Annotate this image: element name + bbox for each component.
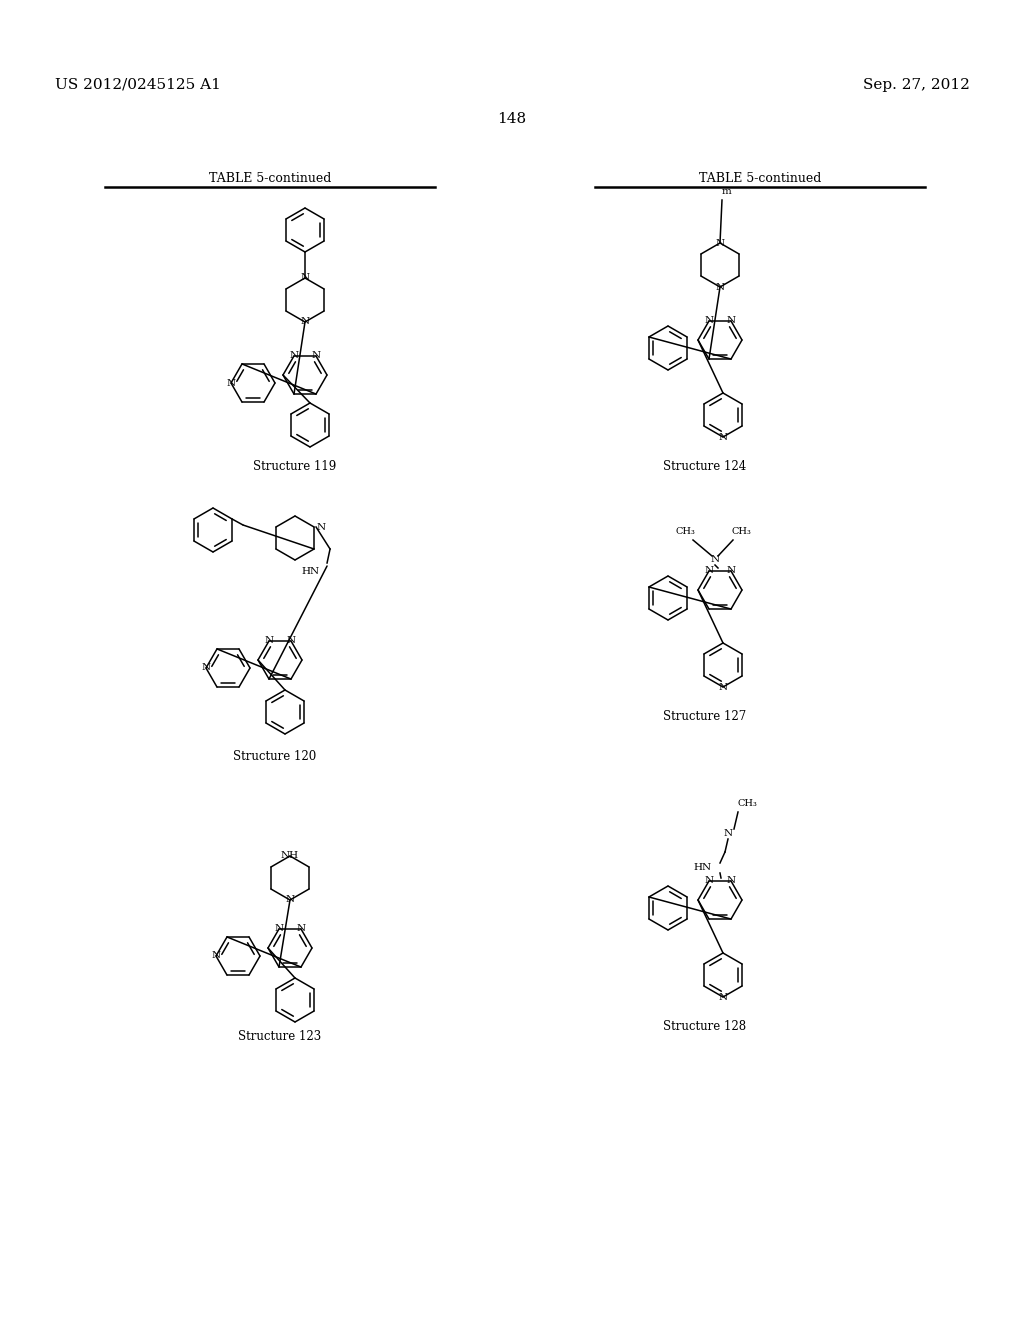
Text: CH₃: CH₃ [738, 799, 758, 808]
Text: NH: NH [281, 851, 299, 861]
Text: N: N [723, 829, 732, 838]
Text: N: N [716, 239, 725, 248]
Text: N: N [726, 566, 735, 576]
Text: N: N [211, 952, 220, 961]
Text: 148: 148 [498, 112, 526, 125]
Text: TABLE 5-continued: TABLE 5-continued [209, 172, 331, 185]
Text: Structure 119: Structure 119 [253, 459, 337, 473]
Text: N: N [719, 433, 728, 441]
Text: Structure 124: Structure 124 [664, 459, 746, 473]
Text: N: N [202, 664, 211, 672]
Text: m: m [722, 187, 732, 195]
Text: N: N [300, 318, 309, 326]
Text: HN: HN [302, 566, 321, 576]
Text: N: N [705, 566, 714, 576]
Text: N: N [300, 273, 309, 282]
Text: N: N [316, 523, 326, 532]
Text: Structure 123: Structure 123 [239, 1030, 322, 1043]
Text: N: N [274, 924, 284, 933]
Text: TABLE 5-continued: TABLE 5-continued [698, 172, 821, 185]
Text: N: N [311, 351, 321, 360]
Text: N: N [711, 556, 720, 565]
Text: HN: HN [694, 863, 712, 873]
Text: N: N [719, 993, 728, 1002]
Text: N: N [726, 317, 735, 326]
Text: N: N [290, 351, 299, 360]
Text: Structure 127: Structure 127 [664, 710, 746, 723]
Text: N: N [716, 282, 725, 292]
Text: N: N [726, 876, 735, 886]
Text: Sep. 27, 2012: Sep. 27, 2012 [863, 78, 970, 92]
Text: Structure 128: Structure 128 [664, 1020, 746, 1034]
Text: N: N [286, 895, 295, 904]
Text: N: N [287, 636, 296, 645]
Text: N: N [705, 317, 714, 326]
Text: N: N [296, 924, 305, 933]
Text: US 2012/0245125 A1: US 2012/0245125 A1 [55, 78, 221, 92]
Text: CH₃: CH₃ [675, 527, 695, 536]
Text: N: N [705, 876, 714, 886]
Text: N: N [264, 636, 273, 645]
Text: N: N [719, 682, 728, 692]
Text: CH₃: CH₃ [731, 527, 751, 536]
Text: Structure 120: Structure 120 [233, 750, 316, 763]
Text: N: N [226, 379, 236, 388]
